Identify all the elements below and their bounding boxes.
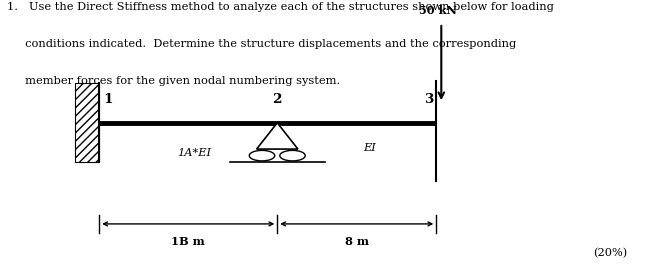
Text: EI: EI bbox=[363, 143, 376, 153]
Text: conditions indicated.  Determine the structure displacements and the correspondi: conditions indicated. Determine the stru… bbox=[7, 39, 517, 49]
Text: 50 kN: 50 kN bbox=[419, 6, 457, 16]
Text: 2: 2 bbox=[273, 93, 282, 106]
Circle shape bbox=[280, 150, 306, 161]
Text: 1A*EI: 1A*EI bbox=[178, 148, 212, 158]
Text: 1.   Use the Direct Stiffness method to analyze each of the structures shown bel: 1. Use the Direct Stiffness method to an… bbox=[7, 2, 554, 12]
Text: 8 m: 8 m bbox=[345, 236, 369, 247]
Text: (20%): (20%) bbox=[593, 248, 627, 258]
Bar bbox=[230, 162, 325, 177]
Polygon shape bbox=[257, 123, 298, 149]
Text: 1B m: 1B m bbox=[172, 236, 205, 247]
Circle shape bbox=[249, 150, 275, 161]
Text: 1: 1 bbox=[103, 93, 113, 106]
Text: 3: 3 bbox=[423, 93, 433, 106]
Text: member forces for the given nodal numbering system.: member forces for the given nodal number… bbox=[7, 76, 340, 86]
Bar bbox=[75, 83, 99, 162]
